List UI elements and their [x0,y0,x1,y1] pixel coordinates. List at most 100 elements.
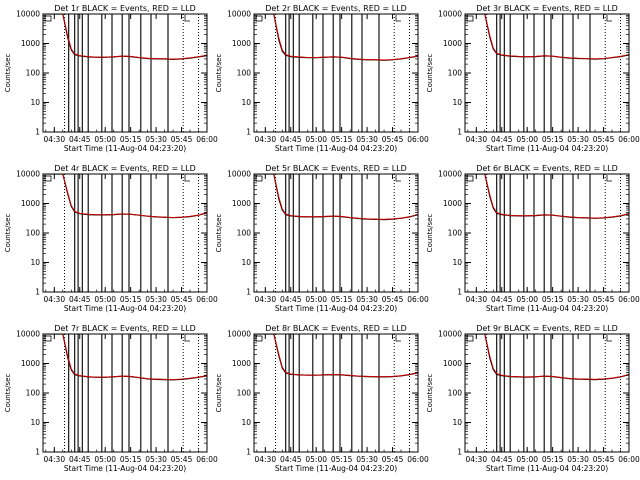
x-tick-label: 05:00 [516,455,538,464]
x-tick-label: 05:00 [516,135,538,144]
x-tick-label: 05:00 [305,295,327,304]
events-series-line [254,334,418,378]
x-tick-label: 05:15 [120,295,142,304]
plot-frame [464,13,630,133]
y-tick-label: 10 [30,418,40,427]
x-tick-label: 04:45 [491,295,513,304]
x-tick-label: 05:30 [567,135,589,144]
y-tick-label: 10000 [16,170,40,179]
lld-series-line [254,334,418,378]
x-tick-label: 05:15 [331,135,353,144]
corner-bracket-icon [395,335,401,342]
y-tick-label: 1000 [443,359,462,368]
y-tick-label: 10000 [438,330,462,339]
panel-title: Det 9r BLACK = Events, RED = LLD [476,324,618,333]
panel-det-1: 1 10 100 1000 10000 04:30 04:45 05:00 05:15 05:30… [4,4,218,153]
x-tick-label: 05:45 [382,135,404,144]
plot-frame [253,13,419,133]
y-tick-label: 10000 [227,10,251,19]
y-tick-label: 10000 [227,170,251,179]
corner-bracket-icon [184,175,190,182]
lld-series-line [465,334,629,380]
x-tick-label: 04:45 [69,135,91,144]
y-axis-label: Counts/sec [215,54,223,93]
x-tick-label: 05:45 [593,135,615,144]
x-tick-label: 06:00 [196,455,218,464]
x-tick-label: 05:30 [356,135,378,144]
lld-series-line [254,174,418,220]
x-tick-label: 06:00 [196,295,218,304]
corner-bracket-icon [395,175,401,182]
x-tick-label: 05:45 [593,455,615,464]
x-tick-label: 04:30 [465,455,487,464]
x-tick-label: 05:30 [356,295,378,304]
y-tick-label: 10000 [16,330,40,339]
x-tick-label: 05:30 [145,455,167,464]
panel-det-3: 1 10 100 1000 10000 04:30 04:45 05:00 05:15 05:30… [426,4,640,153]
panel-det-2: 1 10 100 1000 10000 04:30 04:45 05:00 05:15 05:30… [215,4,429,153]
x-tick-label: 04:45 [491,455,513,464]
panel-det-8: 1 10 100 1000 10000 04:30 04:45 05:00 05:15 05:30… [215,324,429,473]
x-tick-label: 05:30 [567,295,589,304]
x-tick-label: 05:45 [382,455,404,464]
x-tick-label: 06:00 [407,295,429,304]
corner-bracket-icon [606,175,612,182]
x-tick-label: 05:45 [593,295,615,304]
panel-title: Det 1r BLACK = Events, RED = LLD [54,4,196,13]
y-axis-label: Counts/sec [426,374,434,413]
x-axis-label: Start Time (11-Aug-04 04:23:20) [64,144,186,153]
y-tick-label: 1000 [232,199,251,208]
y-tick-label: 1000 [21,39,40,48]
x-tick-label: 04:30 [254,295,276,304]
events-series-line [43,174,207,219]
y-tick-label: 10 [452,98,462,107]
y-tick-label: 1 [35,128,40,137]
x-tick-label: 05:00 [94,135,116,144]
x-tick-label: 04:30 [465,295,487,304]
panel-title: Det 7r BLACK = Events, RED = LLD [54,324,196,333]
plot-frame [42,13,208,133]
lld-series-line [43,174,207,219]
y-tick-label: 10 [30,98,40,107]
y-tick-label: 1 [457,288,462,297]
x-tick-label: 04:30 [254,455,276,464]
lld-series-line [465,174,629,219]
x-tick-label: 05:45 [171,135,193,144]
panel-title: Det 6r BLACK = Events, RED = LLD [476,164,618,173]
x-tick-label: 05:00 [516,295,538,304]
x-tick-label: 04:45 [280,135,302,144]
panel-det-5: 1 10 100 1000 10000 04:30 04:45 05:00 05:15 05:30… [215,164,429,313]
y-tick-label: 1 [35,448,40,457]
y-tick-label: 1 [457,448,462,457]
x-tick-label: 05:30 [356,455,378,464]
x-tick-label: 05:00 [94,295,116,304]
x-tick-label: 05:30 [145,135,167,144]
panel-det-9: 1 10 100 1000 10000 04:30 04:45 05:00 05:15 05:30… [426,324,640,473]
x-tick-label: 05:45 [171,295,193,304]
y-tick-label: 10 [241,418,251,427]
corner-bracket-icon [184,335,190,342]
events-series-line [465,174,629,219]
x-tick-label: 05:15 [120,135,142,144]
corner-bracket-icon [606,15,612,22]
x-tick-label: 06:00 [196,135,218,144]
y-tick-label: 100 [237,229,252,238]
y-tick-label: 1000 [232,359,251,368]
x-tick-label: 05:15 [331,295,353,304]
corner-bracket-icon [184,15,190,22]
y-tick-label: 10 [452,418,462,427]
y-tick-label: 1 [246,448,251,457]
y-axis-label: Counts/sec [4,374,12,413]
y-tick-label: 10000 [438,170,462,179]
x-tick-label: 05:30 [145,295,167,304]
y-tick-label: 1 [246,288,251,297]
x-axis-label: Start Time (11-Aug-04 04:23:20) [275,144,397,153]
x-axis-label: Start Time (11-Aug-04 04:23:20) [486,304,608,313]
x-tick-label: 04:45 [69,295,91,304]
corner-bracket-icon [606,335,612,342]
y-axis-label: Counts/sec [4,54,12,93]
x-tick-label: 04:45 [69,455,91,464]
panel-title: Det 8r BLACK = Events, RED = LLD [265,324,407,333]
x-tick-label: 05:15 [542,135,564,144]
